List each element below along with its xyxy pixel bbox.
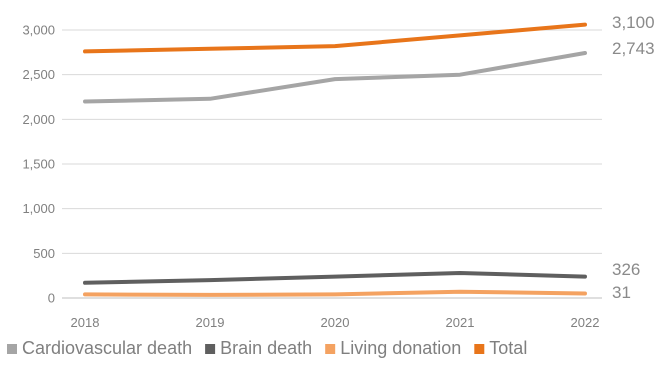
x-tick-label: 2021	[446, 315, 475, 330]
y-tick-label: 2,000	[22, 112, 55, 127]
x-tick-label: 2022	[571, 315, 600, 330]
series-line-living-donation	[83, 289, 587, 297]
end-label: 31	[612, 283, 631, 302]
end-label: 2,743	[612, 39, 655, 58]
end-label: 3,100	[612, 13, 655, 32]
x-tick-label: 2020	[321, 315, 350, 330]
legend-label: Brain death	[220, 338, 312, 358]
end-label: 326	[612, 260, 640, 279]
y-tick-label: 0	[48, 291, 55, 306]
x-tick-label: 2018	[71, 315, 100, 330]
x-axis: 2018 2019 2020 2021 2022	[71, 315, 600, 330]
x-tick-label: 2019	[196, 315, 225, 330]
y-tick-label: 3,000	[22, 23, 55, 38]
legend-swatch	[205, 344, 216, 354]
legend-label: Living donation	[340, 338, 461, 358]
y-tick-label: 1,500	[22, 157, 55, 172]
legend-label: Cardiovascular death	[22, 338, 192, 358]
y-tick-label: 2,500	[22, 67, 55, 82]
end-labels: 2,743 326 31 3,100	[612, 13, 655, 302]
legend-swatch	[474, 344, 485, 354]
legend-label: Total	[489, 338, 527, 358]
gridlines	[62, 29, 602, 299]
series-lines	[83, 22, 587, 297]
legend-swatch	[325, 344, 336, 354]
legend: Cardiovascular death Brain death Living do…	[7, 338, 527, 358]
y-tick-label: 500	[33, 246, 55, 261]
y-axis: 0 500 1,000 1,500 2,000 2,500 3,000	[22, 23, 55, 306]
series-line-total	[83, 22, 587, 54]
series-line-brain-death	[83, 271, 587, 285]
legend-swatch	[7, 344, 17, 354]
series-line-cardiovascular-death	[83, 51, 587, 104]
y-tick-label: 1,000	[22, 201, 55, 216]
